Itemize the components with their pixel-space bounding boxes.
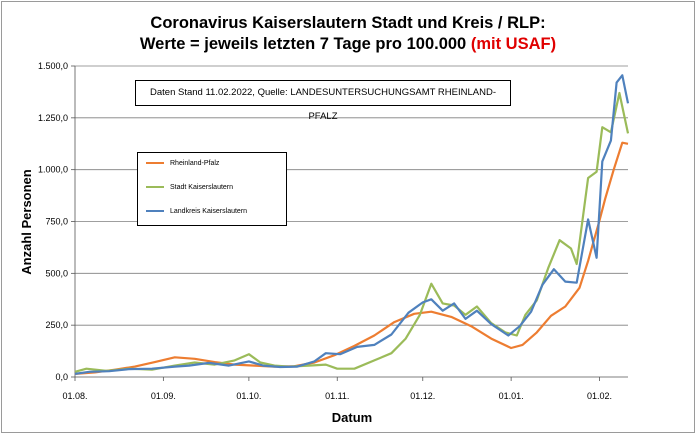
series-line-2 — [74, 74, 630, 375]
chart-title-main: Werte = jeweils letzten 7 Tage pro 100.0… — [139, 35, 467, 53]
y-tick-label-6: 1.500,0 — [38, 61, 68, 71]
series-lines — [74, 74, 630, 375]
x-axis-label: Datum — [332, 410, 372, 425]
legend-swatch-rlp — [146, 162, 164, 165]
legend-swatch-landkreis — [146, 210, 164, 213]
chart-title-highlight: (mit USAF) — [470, 35, 557, 53]
data-source-note: Daten Stand 11.02.2022, Quelle: LANDESUN… — [135, 80, 511, 122]
x-axis-ticks: 01.08. 01.09. 01.10. 01.11. 01.12. 01.01. 01.0… — [62, 377, 612, 401]
legend-item-rheinland-pfalz: Rheinland-Pfalz — [146, 158, 219, 170]
y-tick-label-5: 1.250,0 — [38, 113, 68, 123]
chart-title-line2: Werte = jeweils letzten 7 Tage pro 100.0… — [0, 34, 696, 54]
series-line-1 — [74, 91, 630, 373]
legend-item-stadt: Stadt Kaiserslautern — [146, 182, 233, 194]
legend-swatch-stadt — [146, 186, 164, 189]
x-tick-label-4: 01.12. — [410, 391, 435, 401]
y-tick-label-1: 250,0 — [45, 320, 68, 330]
legend-item-landkreis: Landkreis Kaiserslautern — [146, 206, 247, 218]
chart-title-line1: Coronavirus Kaiserslautern Stadt und Kre… — [150, 14, 546, 32]
x-tick-label-1: 01.09. — [151, 391, 176, 401]
x-tick-label-5: 01.01. — [499, 391, 524, 401]
y-tick-label-2: 500,0 — [45, 268, 68, 278]
legend-label-stadt: Stadt Kaiserslautern — [170, 184, 234, 191]
y-axis-ticks: 0,0 250,0 500,0 750,0 1.000,0 1.250,0 1.500,0 — [38, 61, 75, 382]
y-axis-label: Anzahl Personen — [19, 169, 34, 275]
y-tick-label-0: 0,0 — [55, 372, 68, 382]
legend: Rheinland-Pfalz Stadt Kaiserslautern Lan… — [137, 152, 287, 226]
x-tick-label-6: 01.02. — [587, 391, 612, 401]
legend-label-landkreis: Landkreis Kaiserslautern — [170, 208, 248, 215]
x-tick-label-0: 01.08. — [62, 391, 87, 401]
y-tick-label-4: 1.000,0 — [38, 165, 68, 175]
x-tick-label-2: 01.10. — [236, 391, 261, 401]
x-tick-label-3: 01.11. — [325, 391, 349, 401]
legend-label-rlp: Rheinland-Pfalz — [170, 160, 220, 167]
y-tick-label-3: 750,0 — [45, 217, 68, 227]
